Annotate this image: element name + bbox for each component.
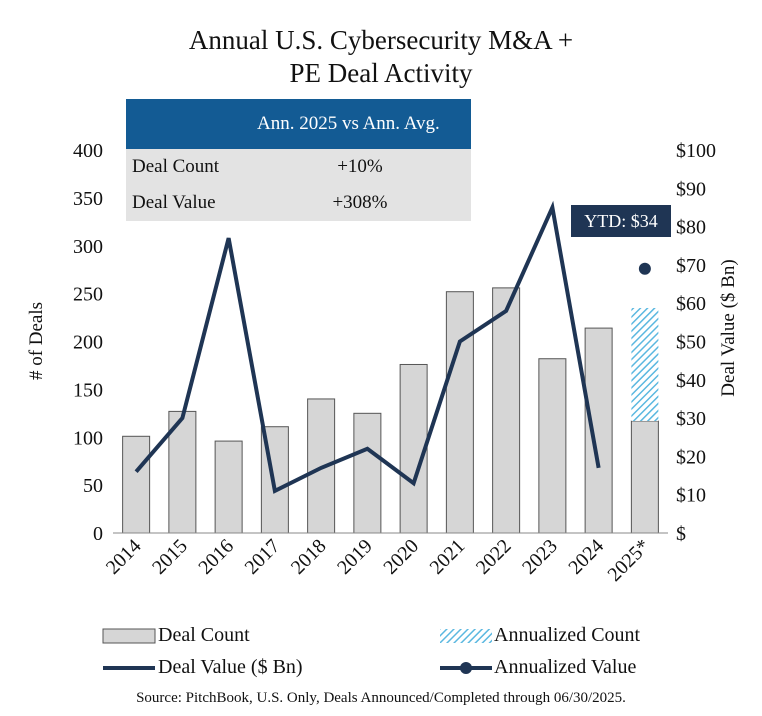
x-tick-label: 2020 [379,535,423,579]
y-axis-title-left: # of Deals [26,302,47,380]
callout-row-label: Deal Count [126,149,249,185]
x-tick-label: 2018 [287,535,331,579]
chart-title: Annual U.S. Cybersecurity M&A + PE Deal … [0,24,762,90]
legend-deal-value-label: Deal Value ($ Bn) [158,656,303,678]
callout-row-value: +10% [249,149,471,185]
x-tick-label: 2015 [148,535,192,579]
deal-count-bar [214,440,243,534]
annualized-value-point [638,262,651,275]
deal-value-line [134,200,601,494]
x-tick-label: 2017 [241,535,285,579]
deal-count-bar [399,363,428,534]
x-tick-label: 2024 [564,535,608,579]
y-tick-label-left: 350 [73,188,103,210]
callout-row: Deal Value +308% [126,185,471,221]
annualized-count-bar [631,307,659,421]
deal-count-bar [630,420,659,534]
callout-row: Deal Count +10% [126,149,471,185]
x-tick-label: 2021 [426,535,470,579]
legend-deal-count-swatch [102,628,156,644]
callout-table: Ann. 2025 vs Ann. Avg. Deal Count +10% D… [126,99,471,221]
legend-annualized-count-label: Annualized Count [494,624,641,646]
legend-annualized-value-label: Annualized Value [494,656,637,678]
chart-title-line2: PE Deal Activity [289,58,473,88]
y-tick-label-right: $100 [676,140,716,162]
deal-count-bar [584,327,613,534]
callout-header: Ann. 2025 vs Ann. Avg. [249,99,471,149]
x-tick-label: 2022 [472,535,516,579]
y-tick-label-left: 100 [73,427,103,449]
x-tick-label: 2023 [518,535,562,579]
y-tick-label-right: $20 [676,446,706,468]
callout-header-blank [126,99,249,149]
deal-count-bar [445,291,474,534]
y-tick-label-right: $40 [676,370,706,392]
deal-count-bar [538,358,567,534]
y-tick-label-right: $80 [676,217,706,239]
deal-count-bar [492,287,521,534]
legend-deal-count-label: Deal Count [158,624,250,646]
y-tick-label-left: 50 [83,475,103,497]
deal-count-bar [168,410,197,534]
y-tick-label-right: $60 [676,293,706,315]
ytd-badge: YTD: $34 [571,205,671,237]
callout-row-label: Deal Value [126,185,249,221]
x-tick-label: 2014 [102,535,146,579]
chart-title-line1: Annual U.S. Cybersecurity M&A + [188,25,574,55]
legend-annualized-count-swatch [440,629,492,643]
legend-annualized-value-marker [460,662,472,674]
y-axis-title-right: Deal Value ($ Bn) [718,259,739,396]
y-tick-label-left: 200 [73,332,103,354]
source-note: Source: PitchBook, U.S. Only, Deals Anno… [136,690,626,706]
y-tick-label-right: $70 [676,255,706,277]
y-tick-label-left: 250 [73,284,103,306]
y-tick-label-left: 150 [73,379,103,401]
y-tick-label-left: 0 [93,523,103,545]
deal-count-bar [122,435,151,534]
x-tick-label: 2016 [194,535,238,579]
y-tick-label-right: $50 [676,332,706,354]
y-tick-label-left: 400 [73,140,103,162]
y-tick-label-left: 300 [73,236,103,258]
x-tick-label: 2025* [603,535,654,586]
y-tick-label-right: $ [676,523,686,545]
y-tick-label-right: $10 [676,485,706,507]
deal-count-bar [353,412,382,534]
x-tick-label: 2019 [333,535,377,579]
y-tick-label-right: $30 [676,408,706,430]
y-tick-label-right: $90 [676,178,706,200]
callout-row-value: +308% [249,185,471,221]
